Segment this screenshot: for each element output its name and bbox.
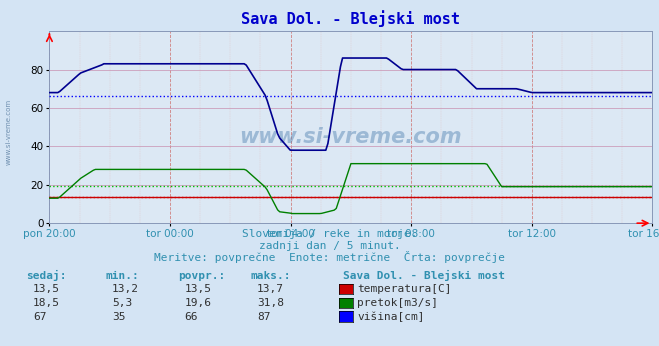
Text: 19,6: 19,6 [185,298,212,308]
Text: min.:: min.: [105,271,139,281]
Text: sedaj:: sedaj: [26,270,67,281]
Text: 13,5: 13,5 [185,284,212,294]
Text: 13,7: 13,7 [257,284,284,294]
Text: 13,5: 13,5 [33,284,60,294]
Text: povpr.:: povpr.: [178,271,225,281]
Text: Slovenija / reke in morje.: Slovenija / reke in morje. [242,229,417,239]
Text: 18,5: 18,5 [33,298,60,308]
Text: 13,2: 13,2 [112,284,139,294]
Text: 66: 66 [185,312,198,322]
Text: 35: 35 [112,312,125,322]
Text: zadnji dan / 5 minut.: zadnji dan / 5 minut. [258,241,401,251]
Text: Sava Dol. - Blejski most: Sava Dol. - Blejski most [343,270,505,281]
Text: 31,8: 31,8 [257,298,284,308]
Text: maks.:: maks.: [250,271,291,281]
Text: www.si-vreme.com: www.si-vreme.com [5,98,11,165]
Text: www.si-vreme.com: www.si-vreme.com [240,127,462,147]
Text: temperatura[C]: temperatura[C] [357,284,451,294]
Title: Sava Dol. - Blejski most: Sava Dol. - Blejski most [241,10,461,27]
Text: Meritve: povprečne  Enote: metrične  Črta: povprečje: Meritve: povprečne Enote: metrične Črta:… [154,251,505,263]
Text: 5,3: 5,3 [112,298,132,308]
Text: 87: 87 [257,312,270,322]
Text: 67: 67 [33,312,46,322]
Text: pretok[m3/s]: pretok[m3/s] [357,298,438,308]
Text: višina[cm]: višina[cm] [357,312,424,322]
